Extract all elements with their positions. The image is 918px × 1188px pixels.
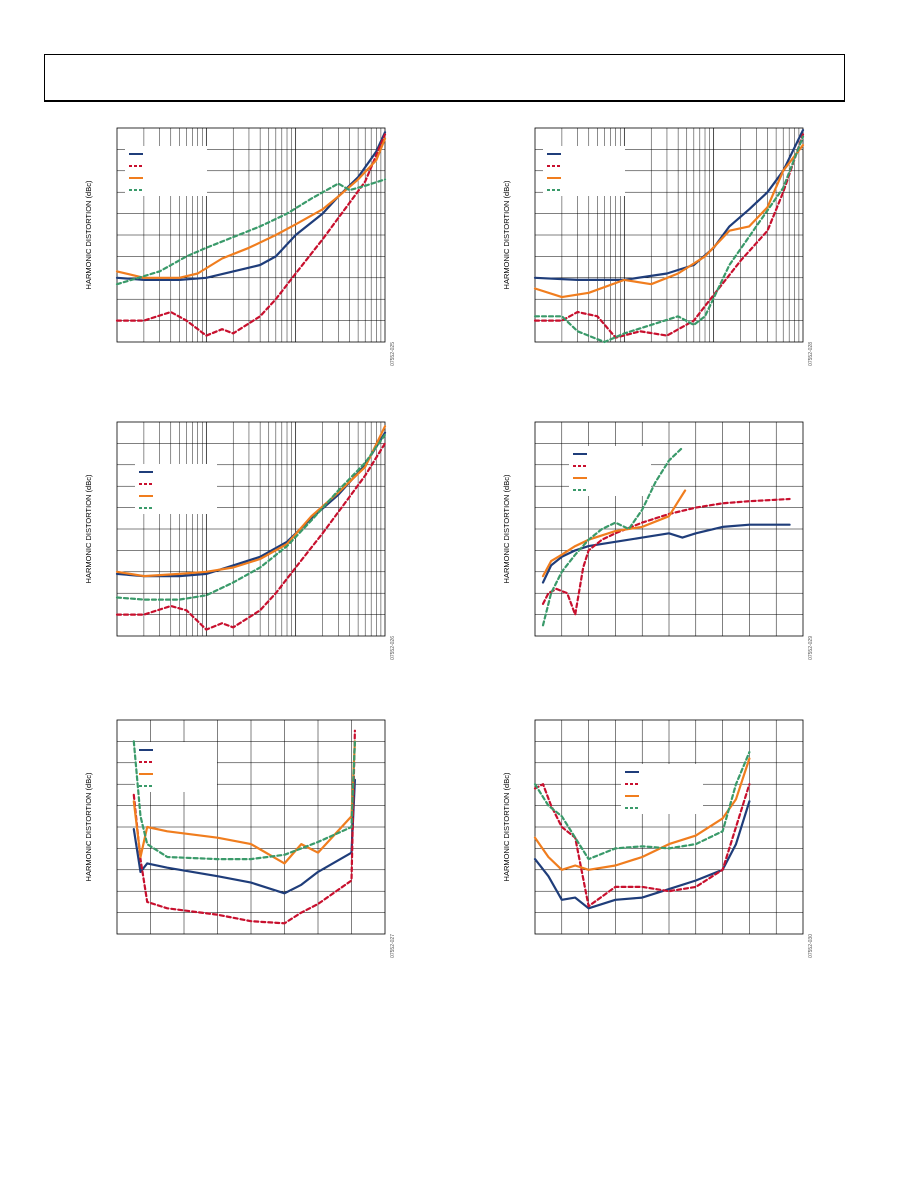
series-line-navy xyxy=(115,131,387,281)
chart-top-right: HARMONIC DISTORTION (dBc) 07552-028 xyxy=(502,127,814,366)
series-line-green xyxy=(115,178,387,286)
series-line-red xyxy=(541,497,791,616)
series-line-green xyxy=(132,740,356,861)
chart-bottom-right: HARMONIC DISTORTION (dBc) 07552-030 xyxy=(502,719,814,958)
figure-id: 07552-026 xyxy=(390,636,396,660)
chart-mid-left: HARMONIC DISTORTION (dBc) 07552-026 xyxy=(84,421,396,660)
series-line-orange xyxy=(115,425,387,578)
figure-id: 07552-025 xyxy=(390,342,396,366)
legend xyxy=(135,742,217,792)
series-line-red xyxy=(132,729,356,925)
series-line-green xyxy=(541,446,684,627)
series-line-orange xyxy=(533,757,751,871)
series-line-navy xyxy=(132,778,356,895)
series-line-navy xyxy=(541,523,791,584)
series-line-orange xyxy=(132,740,356,865)
v-gridlines xyxy=(561,422,777,636)
series-line-red xyxy=(115,442,387,631)
legend xyxy=(569,446,651,496)
series-line-orange xyxy=(533,144,805,299)
series-line-red xyxy=(533,783,751,908)
legend xyxy=(125,146,207,196)
series-line-red xyxy=(533,133,805,339)
v-gridlines xyxy=(561,128,800,342)
figure-id: 07552-029 xyxy=(808,636,814,660)
y-axis-label: HARMONIC DISTORTION (dBc) xyxy=(502,474,511,583)
y-axis-label: HARMONIC DISTORTION (dBc) xyxy=(502,772,511,881)
figure-id: 07552-030 xyxy=(808,934,814,958)
chart-bottom-left: HARMONIC DISTORTION (dBc) 07552-027 xyxy=(84,719,396,958)
v-gridlines xyxy=(143,422,382,636)
legend xyxy=(621,764,703,814)
series-line-green xyxy=(533,751,751,861)
y-axis-label: HARMONIC DISTORTION (dBc) xyxy=(84,772,93,881)
legend xyxy=(135,464,217,514)
chart-mid-right: HARMONIC DISTORTION (dBc) 07552-029 xyxy=(502,421,814,660)
series-line-orange xyxy=(115,137,387,279)
series-line-green xyxy=(115,433,387,601)
y-axis-label: HARMONIC DISTORTION (dBc) xyxy=(502,180,511,289)
series-line-green xyxy=(533,135,805,344)
series-line-red xyxy=(115,133,387,337)
y-axis-label: HARMONIC DISTORTION (dBc) xyxy=(84,474,93,583)
figure-id: 07552-028 xyxy=(808,342,814,366)
series-line-orange xyxy=(541,489,687,578)
chart-top-left: HARMONIC DISTORTION (dBc) 07552-025 xyxy=(84,127,396,366)
figure-id: 07552-027 xyxy=(390,934,396,958)
y-axis-label: HARMONIC DISTORTION (dBc) xyxy=(84,180,93,289)
header-box xyxy=(44,54,845,102)
legend xyxy=(543,146,625,196)
